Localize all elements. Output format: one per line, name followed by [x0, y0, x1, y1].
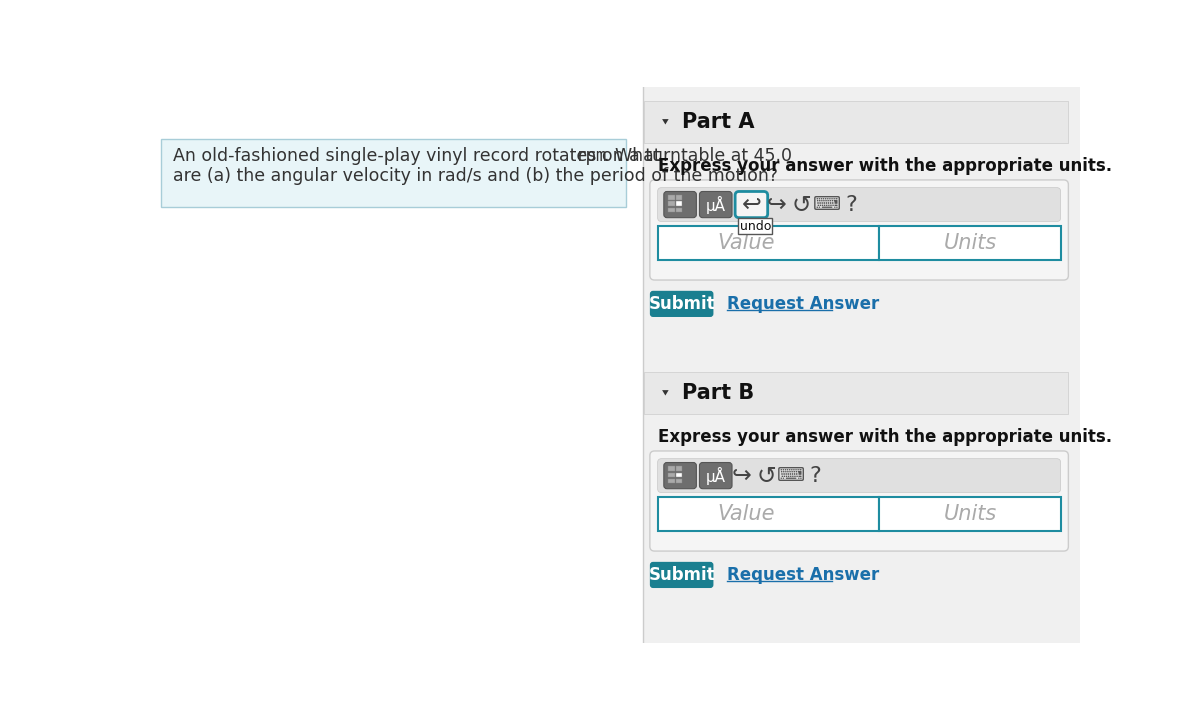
Text: ?: ?: [846, 194, 857, 215]
FancyBboxPatch shape: [664, 192, 696, 218]
FancyBboxPatch shape: [650, 451, 1068, 551]
Bar: [880, 226, 1061, 260]
Bar: [643, 87, 1080, 643]
Bar: [658, 497, 880, 531]
Bar: [668, 473, 674, 477]
Text: ⌨: ⌨: [812, 195, 841, 214]
Text: Request Answer: Request Answer: [727, 295, 880, 313]
Bar: [668, 208, 674, 213]
Text: μÅ: μÅ: [706, 195, 726, 213]
Text: Submit: Submit: [648, 566, 715, 584]
Bar: [677, 208, 683, 213]
Text: ↺: ↺: [792, 192, 811, 217]
FancyBboxPatch shape: [658, 458, 1061, 492]
Bar: [150, 87, 643, 643]
Bar: [677, 195, 683, 200]
Text: Express your answer with the appropriate units.: Express your answer with the appropriate…: [658, 157, 1111, 175]
Text: rpm: rpm: [576, 147, 607, 165]
Bar: [668, 479, 674, 483]
Text: ?: ?: [810, 466, 822, 486]
Polygon shape: [662, 119, 668, 124]
Text: Submit: Submit: [648, 295, 715, 313]
Bar: [677, 202, 683, 206]
Text: Value: Value: [718, 504, 775, 524]
Bar: [161, 139, 626, 207]
Text: Express your answer with the appropriate units.: Express your answer with the appropriate…: [658, 428, 1111, 446]
Bar: [668, 466, 674, 471]
FancyBboxPatch shape: [650, 291, 714, 317]
FancyBboxPatch shape: [700, 192, 732, 218]
Bar: [668, 202, 674, 206]
FancyBboxPatch shape: [650, 562, 714, 588]
Text: Request Answer: Request Answer: [727, 566, 880, 584]
Text: Value: Value: [718, 233, 775, 253]
Text: Part B: Part B: [683, 383, 755, 403]
Bar: [668, 195, 674, 200]
Polygon shape: [662, 390, 668, 395]
FancyBboxPatch shape: [664, 463, 696, 489]
Bar: [677, 473, 683, 477]
Text: . What: . What: [604, 147, 661, 165]
Text: Units: Units: [943, 504, 996, 524]
Text: μÅ: μÅ: [706, 466, 726, 484]
Text: An old-fashioned single-play vinyl record rotates on a turntable at 45.0: An old-fashioned single-play vinyl recor…: [173, 147, 798, 165]
Text: Units: Units: [943, 233, 996, 253]
Bar: [677, 479, 683, 483]
Text: ↪: ↪: [767, 192, 787, 217]
Text: ⌨: ⌨: [776, 466, 805, 485]
Text: Part A: Part A: [683, 112, 755, 132]
Bar: [658, 226, 880, 260]
FancyBboxPatch shape: [700, 463, 732, 489]
Bar: [643, 372, 1068, 414]
Text: ↩: ↩: [742, 192, 761, 217]
Bar: [643, 100, 1068, 143]
Bar: [677, 466, 683, 471]
FancyBboxPatch shape: [650, 180, 1068, 280]
FancyBboxPatch shape: [736, 192, 768, 218]
Text: are (a) the angular velocity in rad/s and (b) the period of the motion?: are (a) the angular velocity in rad/s an…: [173, 167, 779, 185]
Text: ↺: ↺: [756, 463, 776, 487]
FancyBboxPatch shape: [658, 188, 1061, 221]
Bar: [738, 218, 773, 234]
Text: ↪: ↪: [732, 463, 751, 487]
Text: undo: undo: [739, 220, 770, 233]
Bar: [880, 497, 1061, 531]
